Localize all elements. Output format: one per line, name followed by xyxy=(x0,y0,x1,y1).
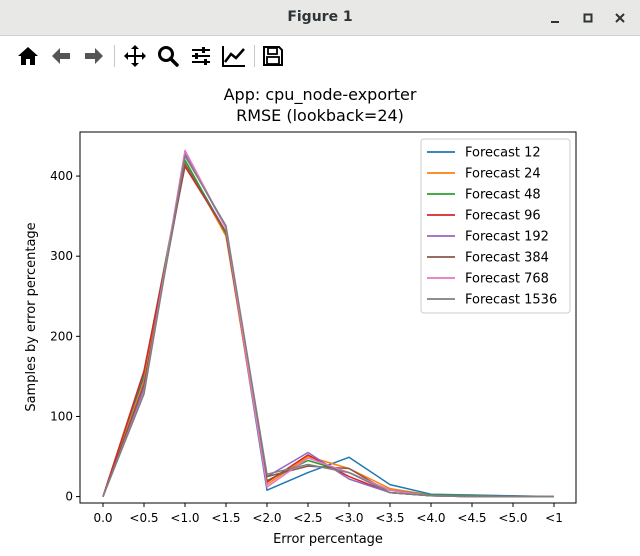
chart-title: App: cpu_node-exporter xyxy=(224,85,417,105)
close-icon xyxy=(615,13,625,23)
x-tick-label: <0.5 xyxy=(129,511,158,525)
x-tick-label: <3.5 xyxy=(375,511,404,525)
legend-entry: Forecast 24 xyxy=(465,167,541,182)
y-axis-label: Samples by error percentage xyxy=(24,222,39,411)
y-tick-label: 0 xyxy=(65,490,73,504)
save-floppy-icon xyxy=(263,46,283,66)
close-button[interactable] xyxy=(610,8,630,28)
y-tick-label: 300 xyxy=(50,249,73,263)
toolbar-separator xyxy=(114,45,115,67)
back-arrow-icon xyxy=(52,48,70,64)
save-button[interactable] xyxy=(258,42,288,70)
legend-box xyxy=(420,138,571,314)
x-tick-label: 0.0 xyxy=(93,511,112,525)
edit-axis-icon xyxy=(222,46,245,67)
y-tick-label: 200 xyxy=(50,329,73,343)
axes-frame xyxy=(79,131,577,504)
legend-entry: Forecast 12 xyxy=(465,146,541,161)
x-tick-label: <1.5 xyxy=(211,511,240,525)
x-tick-label: <4.0 xyxy=(416,511,445,525)
legend: Forecast 12 Forecast 24 Forecast 48 Forecas… xyxy=(420,138,571,314)
x-tick-label: <2.5 xyxy=(293,511,322,525)
x-tick-label: <2.0 xyxy=(252,511,281,525)
home-icon xyxy=(18,47,38,65)
navigation-toolbar xyxy=(0,36,640,76)
x-tick-label: <1.0 xyxy=(170,511,199,525)
x-tick-label: <5.0 xyxy=(498,511,527,525)
minimize-button[interactable] xyxy=(545,8,565,28)
y-tick-label: 100 xyxy=(50,409,73,423)
zoom-button[interactable] xyxy=(153,42,183,70)
chart-subtitle: RMSE (lookback=24) xyxy=(236,106,404,125)
minimize-icon xyxy=(551,21,559,23)
pan-move-icon xyxy=(124,45,146,67)
maximize-button[interactable] xyxy=(578,8,598,28)
figure-canvas[interactable]: App: cpu_node-exporter RMSE (lookback=24… xyxy=(0,76,640,556)
x-tick-label: <4.5 xyxy=(457,511,486,525)
window-title: Figure 1 xyxy=(287,9,353,25)
series-layer xyxy=(102,149,555,498)
configure-subplots-icon xyxy=(192,47,210,65)
x-axis: 0.0 <0.5 <1.0 <1.5 <2.0 <2.5 <3.0 <3.5 <4.0 <4.5 <… xyxy=(93,503,563,525)
y-tick-label: 400 xyxy=(50,169,73,183)
forward-button[interactable] xyxy=(79,42,109,70)
zoom-magnifier-icon xyxy=(158,46,179,67)
pan-button[interactable] xyxy=(120,42,150,70)
configure-subplots-button[interactable] xyxy=(186,42,216,70)
y-axis: 0 100 200 300 400 xyxy=(50,169,80,504)
legend-entry: Forecast 1536 xyxy=(465,293,557,308)
window-titlebar: Figure 1 xyxy=(0,0,640,36)
legend-entry: Forecast 96 xyxy=(465,209,541,224)
legend-entry: Forecast 768 xyxy=(465,272,549,287)
back-button[interactable] xyxy=(46,42,76,70)
maximize-icon xyxy=(583,13,593,23)
legend-entry: Forecast 384 xyxy=(465,251,549,266)
home-button[interactable] xyxy=(13,42,43,70)
toolbar-separator xyxy=(254,45,255,67)
legend-entry: Forecast 192 xyxy=(465,230,549,245)
series-line xyxy=(102,155,554,498)
x-tick-label: <1 xyxy=(545,511,563,525)
x-tick-label: <3.0 xyxy=(334,511,363,525)
forward-arrow-icon xyxy=(85,48,103,64)
x-axis-label: Error percentage xyxy=(273,532,383,547)
edit-axis-button[interactable] xyxy=(219,42,249,70)
legend-entry: Forecast 48 xyxy=(465,188,541,203)
